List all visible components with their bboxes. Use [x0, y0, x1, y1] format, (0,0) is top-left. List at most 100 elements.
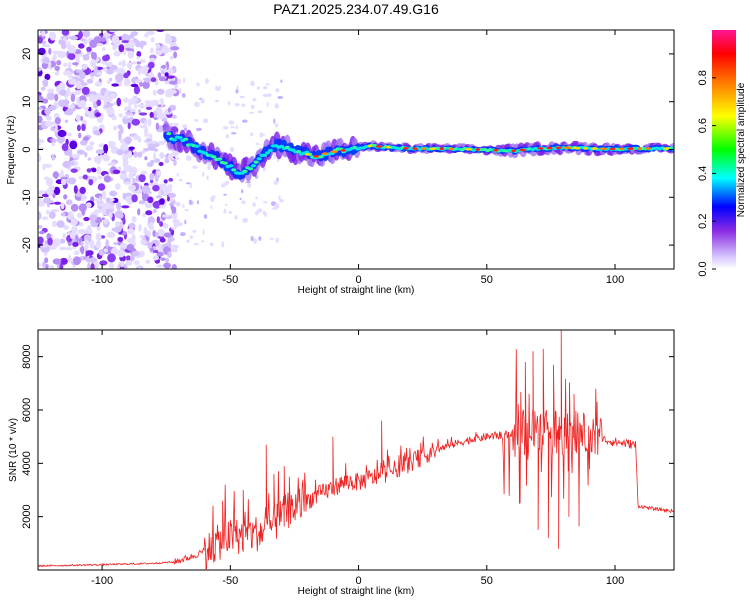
- noise-blob: [69, 35, 78, 41]
- noise-blob: [78, 30, 83, 39]
- ridge-peak: [475, 148, 480, 151]
- x-tick-label: 0: [356, 575, 362, 587]
- noise-blob: [143, 226, 148, 236]
- noise-blob: [210, 205, 213, 209]
- noise-blob: [77, 229, 87, 235]
- noise-blob: [54, 124, 58, 132]
- noise-blob: [228, 120, 235, 125]
- noise-blob: [177, 78, 182, 84]
- noise-blob: [46, 187, 54, 196]
- noise-blob: [158, 229, 164, 237]
- noise-blob: [139, 234, 145, 239]
- noise-blob: [95, 71, 102, 76]
- noise-blob: [157, 244, 161, 253]
- noise-blob: [128, 146, 135, 150]
- noise-blob: [48, 211, 56, 219]
- noise-blob: [143, 148, 150, 152]
- noise-blob: [125, 260, 133, 266]
- noise-blob: [138, 112, 148, 116]
- noise-blob: [235, 125, 239, 129]
- noise-blob: [42, 197, 52, 204]
- noise-blob: [60, 169, 64, 177]
- noise-blob: [47, 237, 53, 246]
- noise-blob: [99, 260, 108, 266]
- noise-blob: [38, 153, 41, 162]
- noise-blob: [138, 174, 146, 183]
- noise-blob: [159, 221, 164, 227]
- noise-blob: [88, 179, 94, 186]
- noise-blob: [151, 101, 160, 107]
- noise-blob: [78, 71, 86, 80]
- noise-blob: [255, 196, 258, 200]
- noise-blob: [189, 182, 192, 189]
- noise-blob: [49, 31, 57, 41]
- noise-blob: [141, 185, 151, 193]
- ridge-peak: [304, 153, 310, 156]
- colorbar-label: Normalized spectral amplitude: [736, 82, 747, 217]
- noise-blob: [95, 208, 101, 213]
- spectrogram-y-label: Frequency (Hz): [6, 116, 17, 185]
- ridge-peak: [493, 149, 499, 152]
- noise-blob: [86, 46, 92, 53]
- ridge-line: [171, 138, 177, 142]
- ridge-peak: [385, 146, 391, 149]
- noise-blob: [78, 43, 85, 49]
- noise-blob: [38, 142, 41, 147]
- noise-blob: [241, 189, 244, 194]
- noise-blob: [48, 105, 57, 111]
- noise-blob: [178, 178, 183, 182]
- noise-blob: [103, 175, 112, 183]
- noise-blob: [103, 98, 108, 106]
- noise-blob: [121, 59, 126, 68]
- noise-blob: [48, 47, 52, 55]
- ridge-peak: [591, 147, 598, 150]
- snr-frame: [37, 329, 675, 571]
- noise-blob: [128, 184, 137, 192]
- noise-blob: [67, 177, 77, 185]
- noise-blob: [180, 232, 186, 237]
- noise-blob: [42, 193, 50, 198]
- noise-blob: [157, 112, 162, 116]
- noise-blob: [169, 55, 175, 60]
- noise-blob: [71, 154, 80, 158]
- noise-blob: [183, 127, 188, 132]
- noise-blob: [133, 85, 140, 95]
- noise-blob: [88, 257, 98, 264]
- noise-blob: [85, 250, 94, 256]
- noise-blob: [164, 72, 169, 77]
- noise-blob: [152, 200, 162, 209]
- snr-x-label: Height of straight line (km): [298, 586, 415, 597]
- noise-blob: [45, 209, 50, 215]
- noise-blob: [67, 52, 76, 61]
- noise-blob: [107, 162, 116, 167]
- noise-blob: [63, 62, 68, 67]
- noise-blob: [168, 93, 171, 96]
- noise-blob: [167, 239, 172, 248]
- y-tick-label: 6000: [21, 398, 33, 422]
- ridge-line: [231, 168, 237, 172]
- noise-blob: [76, 212, 83, 219]
- noise-blob: [278, 195, 281, 201]
- ridge-peak: [626, 147, 635, 150]
- noise-blob: [79, 82, 88, 86]
- noise-blob: [163, 187, 170, 196]
- noise-blob: [224, 203, 228, 206]
- noise-blob: [109, 92, 116, 98]
- noise-blob: [79, 255, 86, 261]
- noise-blob: [80, 139, 88, 146]
- noise-blob: [52, 258, 62, 265]
- noise-blob: [113, 51, 121, 57]
- noise-blob: [122, 158, 129, 166]
- ridge-peak: [555, 146, 562, 150]
- noise-blob: [59, 263, 64, 269]
- noise-blob: [157, 88, 165, 95]
- noise-blob: [167, 251, 172, 258]
- noise-blob: [119, 125, 124, 135]
- noise-blob: [251, 105, 256, 108]
- noise-blob: [155, 49, 163, 56]
- ridge-line: [253, 160, 259, 164]
- noise-blob: [86, 51, 92, 55]
- noise-blob: [262, 166, 266, 172]
- noise-blob: [56, 60, 62, 66]
- noise-blob: [157, 141, 166, 145]
